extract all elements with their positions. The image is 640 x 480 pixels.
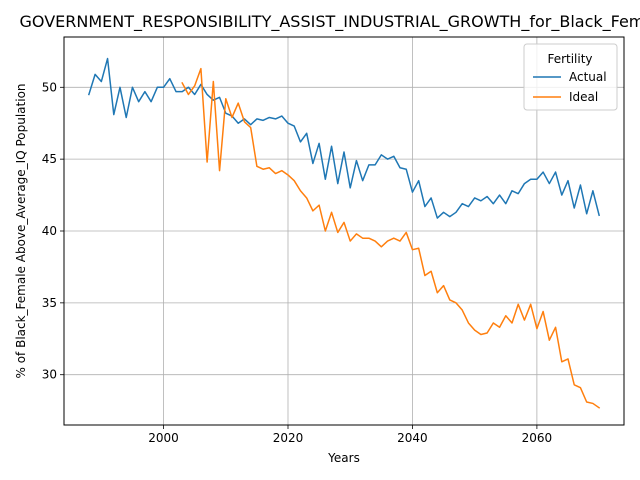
- x-axis-ticks: 2000 2020 2040 2060: [148, 425, 552, 445]
- x-tick-label: 2060: [522, 431, 553, 445]
- x-axis-label: Years: [327, 451, 360, 465]
- series-line-actual: [87, 57, 601, 219]
- y-tick-label: 50: [42, 80, 57, 94]
- y-tick-label: 35: [42, 296, 57, 310]
- legend-box: [523, 43, 618, 111]
- y-tick-label: 40: [42, 224, 57, 238]
- y-axis-label: % of Black_Female Above_Average_IQ Popul…: [14, 83, 28, 378]
- legend: Fertility Actual Ideal: [523, 43, 618, 111]
- legend-label-actual: Actual: [569, 70, 607, 84]
- y-tick-label: 45: [42, 152, 57, 166]
- y-tick-label: 30: [42, 368, 57, 382]
- x-tick-label: 2000: [148, 431, 179, 445]
- legend-label-ideal: Ideal: [569, 90, 598, 104]
- series-group: [87, 57, 601, 409]
- x-tick-label: 2020: [273, 431, 304, 445]
- x-tick-label: 2040: [397, 431, 428, 445]
- chart-title: GOVERNMENT_RESPONSIBILITY_ASSIST_INDUSTR…: [20, 12, 640, 32]
- series-line-ideal: [181, 67, 601, 409]
- legend-title: Fertility: [547, 52, 592, 66]
- y-axis-ticks: 30 35 40 45 50: [42, 80, 64, 382]
